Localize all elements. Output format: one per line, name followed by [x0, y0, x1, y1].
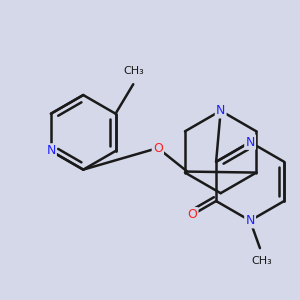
Text: O: O [188, 208, 197, 221]
Text: N: N [46, 145, 56, 158]
Text: N: N [216, 104, 225, 117]
Text: N: N [245, 136, 255, 148]
Text: CH₃: CH₃ [251, 256, 272, 266]
Text: N: N [245, 214, 255, 227]
Text: O: O [153, 142, 163, 154]
Text: CH₃: CH₃ [124, 66, 145, 76]
